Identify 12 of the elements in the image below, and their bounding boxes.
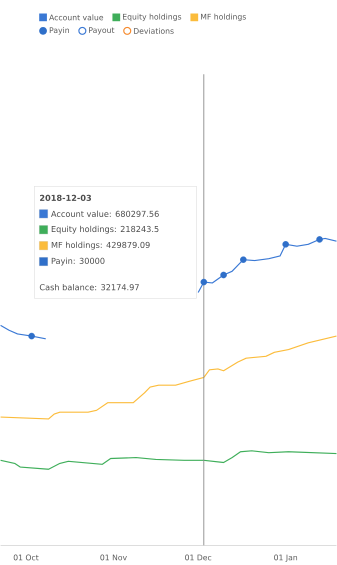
text: 2018-12-03 bbox=[40, 194, 91, 201]
text: Equity holdings: 218243.5 bbox=[52, 226, 158, 234]
point bbox=[220, 272, 227, 278]
point bbox=[316, 236, 323, 243]
point bbox=[200, 278, 208, 286]
text: Account value: 680297.56 bbox=[50, 210, 159, 217]
annotation: Cash balance: 32174.97 bbox=[40, 284, 139, 290]
annotation: Payin: 30000 bbox=[52, 258, 104, 266]
point bbox=[240, 256, 247, 263]
point bbox=[282, 241, 289, 248]
point bbox=[28, 332, 35, 340]
annotation: MF holdings: 429879.09 bbox=[52, 242, 150, 250]
